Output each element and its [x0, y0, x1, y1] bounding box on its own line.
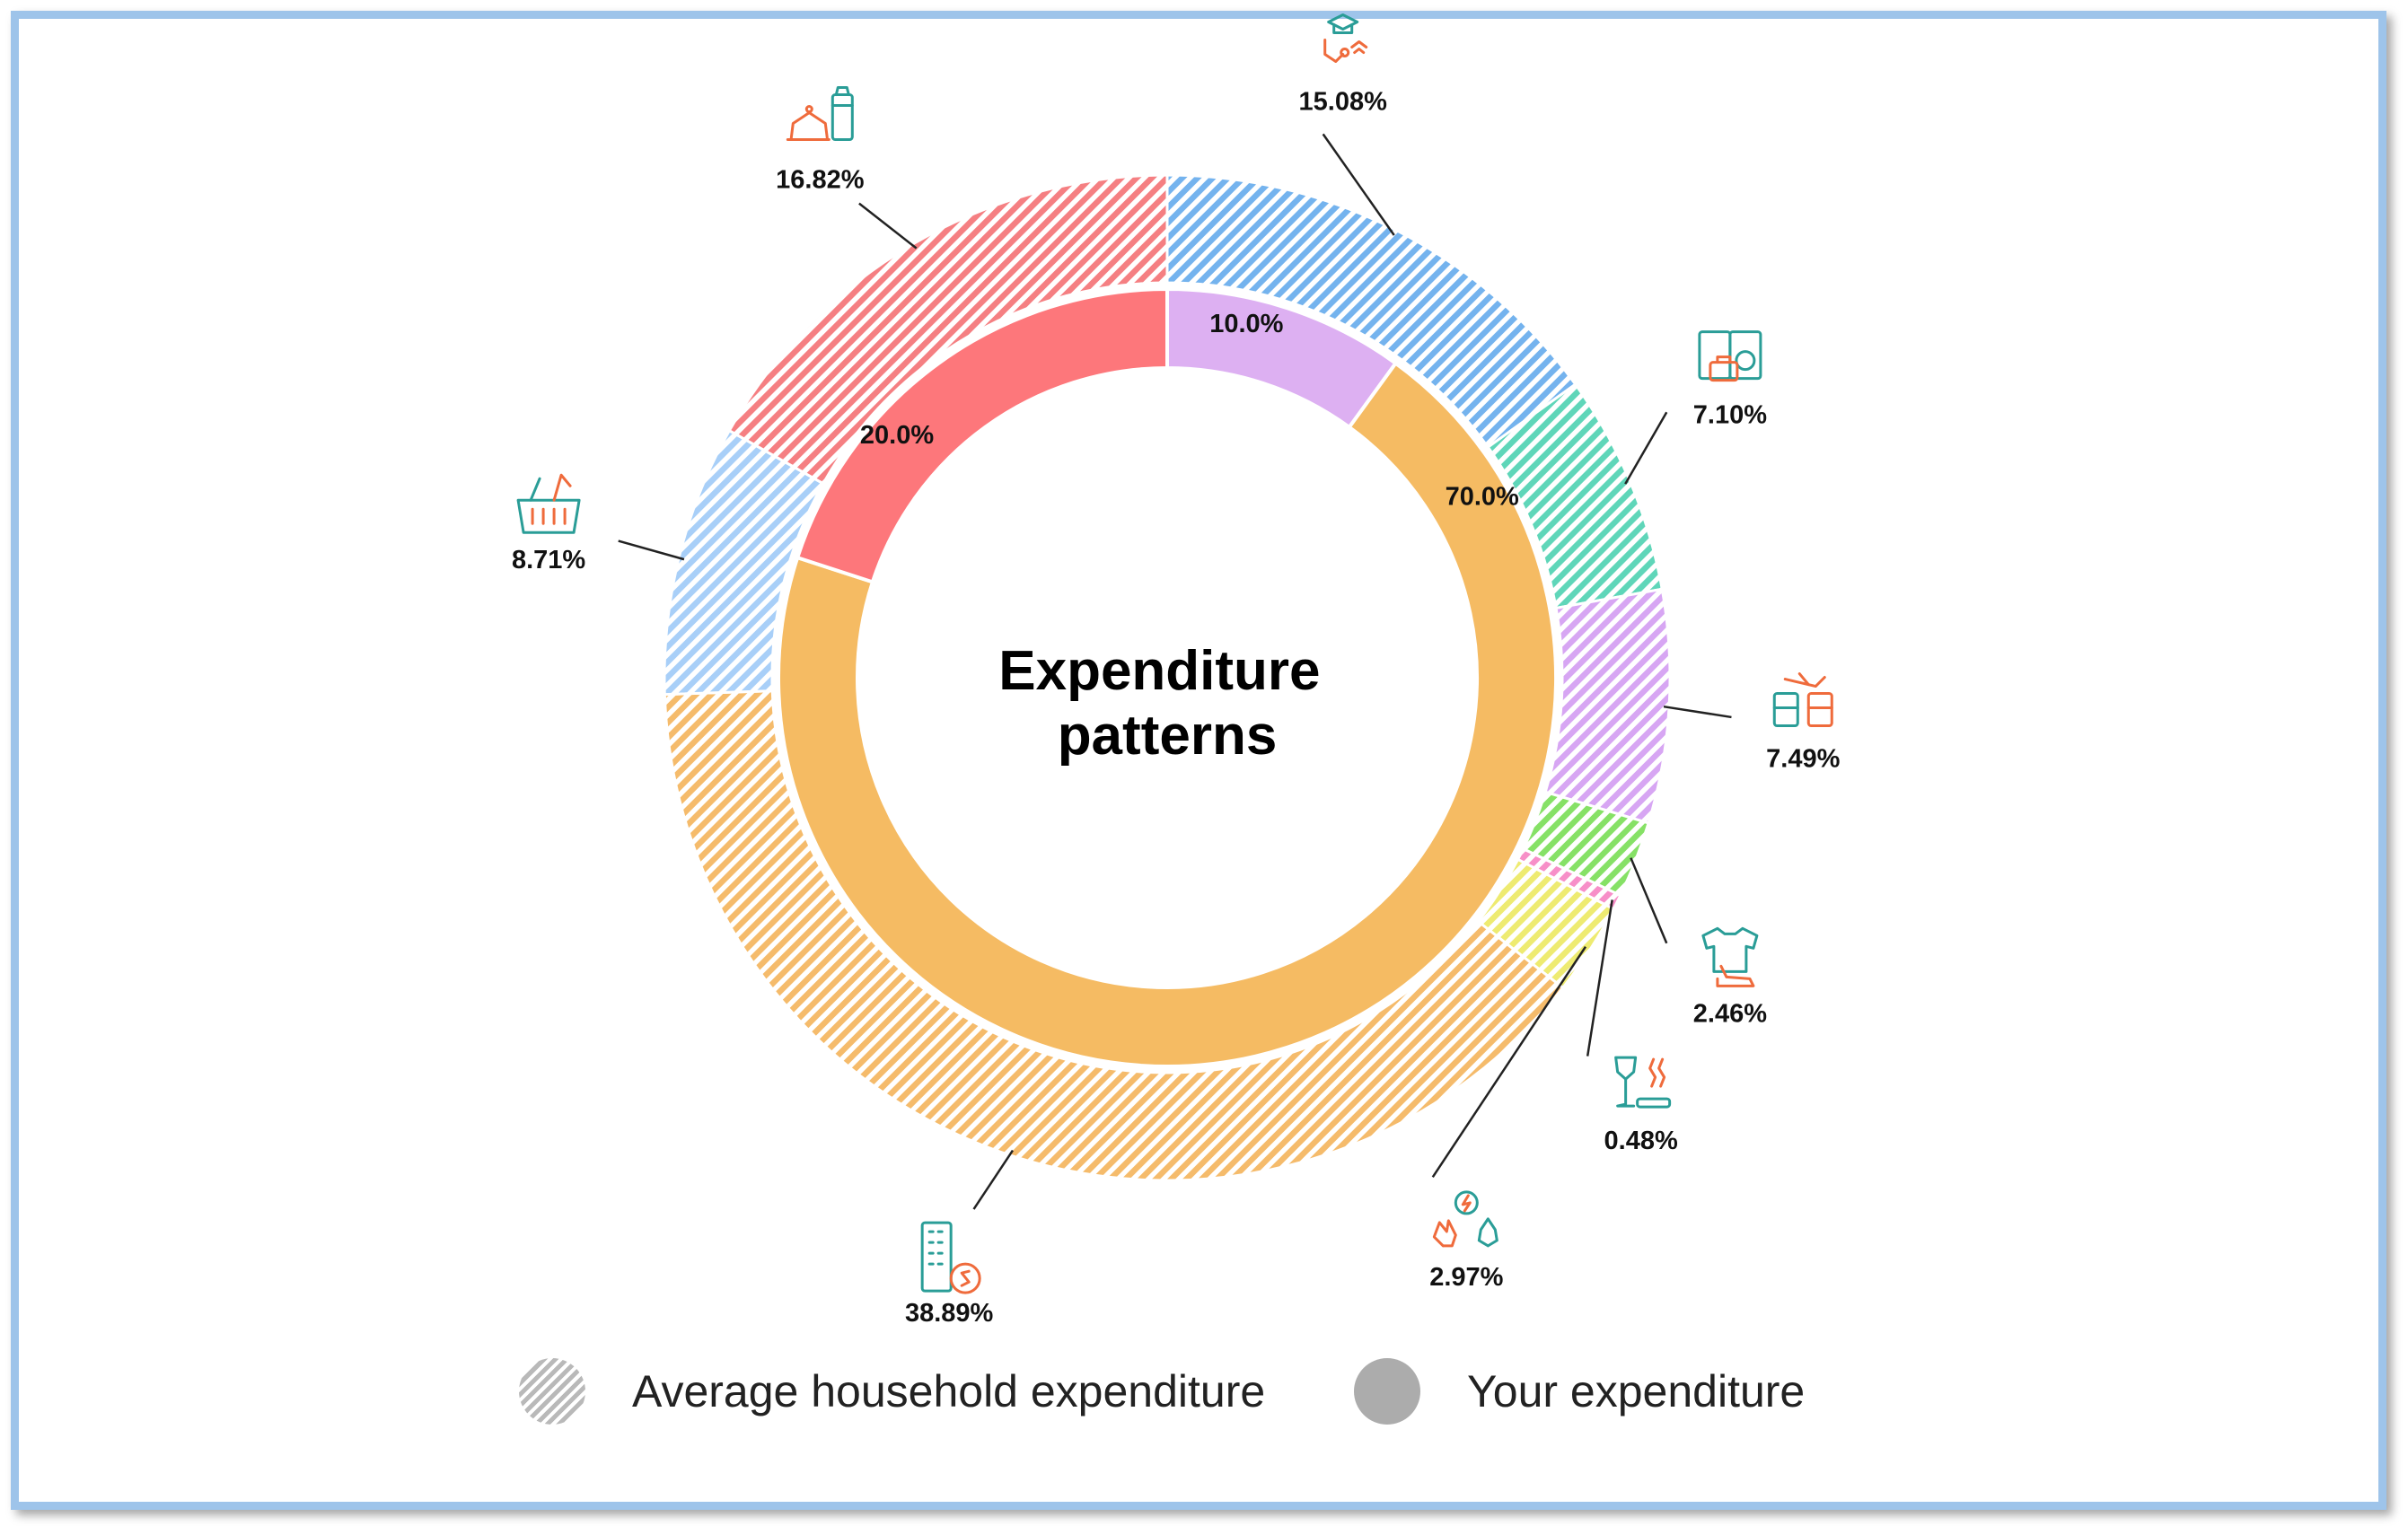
legend-label-average: Average household expenditure [632, 1366, 1266, 1416]
your-expenditure-ring [777, 286, 1558, 1068]
leader-line-clothing-footwear [1630, 857, 1668, 944]
legend-item-yours[interactable]: Your expenditure [1354, 1351, 1805, 1432]
leader-line-restaurants-takeaway [858, 202, 918, 250]
leader-line-household-services [1624, 411, 1668, 485]
legend-item-average[interactable]: Average household expenditure [519, 1351, 1265, 1432]
leader-line-education-health-communication [1322, 133, 1395, 236]
slice-yours-restaurants-takeaway[interactable] [795, 286, 1169, 584]
plane-bus-train-icon [1772, 672, 1833, 728]
leader-lines [618, 133, 1732, 1210]
chart-legend: Average household expenditure Your expen… [0, 1351, 2408, 1432]
data-label-yours-housing: 70.0% [1446, 483, 1519, 512]
data-label-average-restaurants-takeaway: 16.82% [776, 166, 865, 195]
washing-machine-icon [1698, 330, 1762, 382]
category-icons [516, 13, 1833, 1294]
data-label-average-alcohol-tobacco: 0.48% [1604, 1127, 1678, 1155]
wine-cigarette-icon [1614, 1056, 1672, 1109]
average-expenditure-labels: 15.08% 7.10% 7.49% 2.46% 0.48% 2.97% 38.89% 8.7… [512, 88, 1841, 1329]
slice-average-housing[interactable] [663, 689, 1565, 1182]
chart-title: Expenditure patterns [998, 640, 1336, 767]
hatched-swatch-icon [519, 1358, 585, 1425]
slice-average-restaurants-takeaway[interactable] [727, 173, 1169, 486]
data-label-average-transport: 7.49% [1766, 745, 1840, 774]
data-label-average-education-health-communication: 15.08% [1299, 88, 1388, 117]
solid-swatch-icon [1354, 1358, 1420, 1425]
dining-takeaway-icon [786, 86, 854, 142]
data-label-average-clothing-footwear: 2.46% [1693, 999, 1767, 1028]
data-label-yours-restaurants-takeaway: 20.0% [860, 421, 934, 450]
data-label-average-groceries: 8.71% [512, 546, 585, 574]
slice-yours-housing[interactable] [777, 360, 1558, 1068]
data-label-average-housing: 38.89% [905, 1299, 994, 1328]
data-label-average-utilities: 2.97% [1429, 1263, 1503, 1292]
leader-line-alcohol-tobacco [1586, 899, 1613, 1057]
chart-title-line-2: patterns [1058, 705, 1278, 767]
leader-line-housing [972, 1149, 1015, 1210]
slice-average-transport[interactable] [1543, 587, 1672, 825]
legend-label-yours: Your expenditure [1467, 1366, 1806, 1416]
shirt-shoe-icon [1701, 926, 1759, 987]
chart-title-line-1: Expenditure [998, 640, 1320, 702]
building-dollar-icon [920, 1221, 981, 1294]
leader-line-groceries [618, 539, 685, 561]
leader-line-transport [1663, 705, 1732, 719]
data-label-average-household-services: 7.10% [1693, 401, 1767, 430]
data-label-yours-education-health-communication: 10.0% [1209, 310, 1283, 338]
grocery-basket-icon [516, 473, 581, 534]
graduation-stethoscope-wifi-icon [1323, 13, 1368, 64]
your-expenditure-labels: 10.0% 70.0% 20.0% [860, 310, 1519, 512]
electricity-fire-water-icon [1432, 1190, 1498, 1248]
average-expenditure-ring [663, 173, 1672, 1182]
leader-line-utilities [1431, 945, 1587, 1178]
